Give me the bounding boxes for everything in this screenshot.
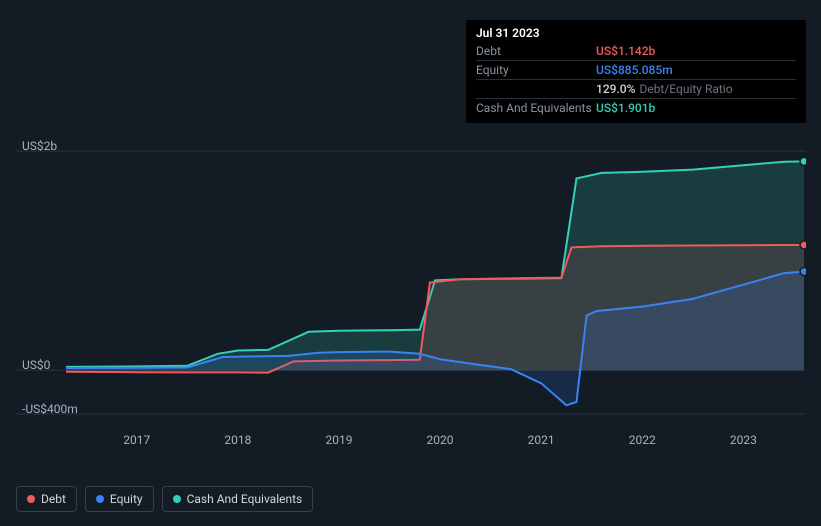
tooltip-value: US$1.142b: [596, 44, 655, 58]
tooltip-suffix: Debt/Equity Ratio: [639, 82, 732, 96]
tooltip-row: 129.0% Debt/Equity Ratio: [476, 80, 796, 99]
series-marker: [800, 157, 806, 165]
tooltip-row: Equity US$885.085m: [476, 61, 796, 80]
legend-dot-icon: [173, 495, 181, 503]
x-axis-label: 2022: [629, 433, 656, 447]
financial-chart: US$2b US$0 -US$400m 2017 2018 2019 2020 2021 20…: [16, 125, 806, 445]
legend-label: Debt: [41, 492, 66, 506]
tooltip-row: Debt US$1.142b: [476, 42, 796, 61]
tooltip-label: Cash And Equivalents: [476, 101, 596, 115]
x-axis-label: 2019: [325, 433, 352, 447]
y-axis-label: US$2b: [22, 139, 57, 153]
y-axis-label: US$0: [22, 358, 50, 372]
legend-label: Cash And Equivalents: [187, 492, 303, 506]
tooltip-value: 129.0%: [596, 82, 635, 96]
tooltip-label: Debt: [476, 44, 596, 58]
series-marker: [800, 241, 806, 249]
chart-legend: Debt Equity Cash And Equivalents: [16, 486, 313, 512]
chart-tooltip: Jul 31 2023 Debt US$1.142b Equity US$885…: [466, 20, 806, 123]
tooltip-value: US$885.085m: [596, 63, 673, 77]
legend-item[interactable]: Cash And Equivalents: [162, 486, 314, 512]
x-axis-label: 2017: [123, 433, 150, 447]
tooltip-label: Equity: [476, 63, 596, 77]
legend-label: Equity: [110, 492, 143, 506]
tooltip-date: Jul 31 2023: [476, 26, 796, 40]
x-axis-label: 2020: [427, 433, 454, 447]
series-marker: [800, 268, 806, 276]
tooltip-value: US$1.901b: [596, 101, 655, 115]
x-axis-label: 2023: [730, 433, 757, 447]
x-axis-label: 2021: [528, 433, 555, 447]
tooltip-row: Cash And Equivalents US$1.901b: [476, 99, 796, 117]
x-axis-label: 2018: [224, 433, 251, 447]
legend-dot-icon: [96, 495, 104, 503]
legend-item[interactable]: Equity: [85, 486, 154, 512]
legend-dot-icon: [27, 495, 35, 503]
legend-item[interactable]: Debt: [16, 486, 77, 512]
y-axis-label: -US$400m: [22, 402, 78, 416]
tooltip-label: [476, 82, 596, 96]
